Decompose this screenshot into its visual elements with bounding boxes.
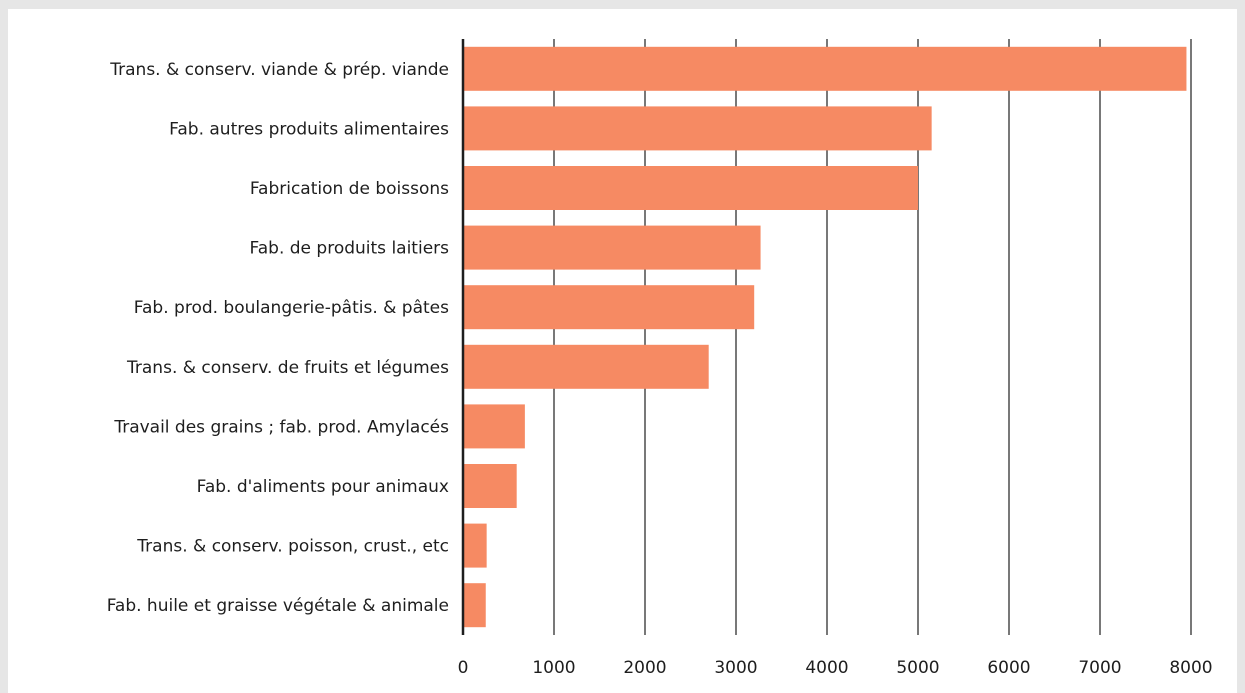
x-tick-label: 5000: [896, 658, 939, 678]
x-tick-label: 7000: [1078, 658, 1121, 678]
bar-0: [463, 46, 1187, 91]
bar-3: [463, 225, 761, 270]
x-tick-label: 1000: [532, 658, 575, 678]
category-label: Fab. prod. boulangerie-pâtis. & pâtes: [134, 298, 449, 318]
category-label: Trans. & conserv. viande & prép. viande: [109, 60, 449, 80]
bar-5: [463, 344, 709, 389]
x-tick-label: 8000: [1169, 658, 1212, 678]
category-label: Trans. & conserv. poisson, crust., etc: [136, 537, 449, 557]
x-tick-label: 4000: [805, 658, 848, 678]
bar-9: [463, 583, 486, 628]
bar-8: [463, 523, 487, 568]
x-tick-labels: 0 1000 2000 3000 4000 5000 6000 7000 8000: [458, 658, 1213, 678]
bar-chart: Trans. & conserv. viande & prép. viande F…: [107, 39, 1213, 678]
bar-2: [463, 166, 918, 210]
category-label: Fab. de produits laitiers: [250, 239, 450, 259]
bar-1: [463, 106, 932, 151]
x-tick-label: 3000: [714, 658, 757, 678]
category-label: Fab. autres produits alimentaires: [169, 119, 449, 139]
x-tick-label: 0: [458, 658, 469, 678]
category-label: Fab. d'aliments pour animaux: [197, 477, 449, 497]
category-label: Travail des grains ; fab. prod. Amylacés: [113, 417, 449, 437]
bars: [463, 46, 1187, 628]
category-label: Fabrication de boissons: [250, 179, 449, 199]
bar-6: [463, 404, 525, 449]
bar-7: [463, 464, 517, 508]
x-tick-label: 2000: [623, 658, 666, 678]
category-label: Trans. & conserv. de fruits et légumes: [126, 358, 449, 378]
chart-panel: Trans. & conserv. viande & prép. viande F…: [8, 9, 1237, 693]
category-label: Fab. huile et graisse végétale & animale: [107, 596, 449, 616]
x-tick-label: 6000: [987, 658, 1030, 678]
category-labels: Trans. & conserv. viande & prép. viande F…: [107, 60, 449, 616]
bar-4: [463, 285, 755, 330]
